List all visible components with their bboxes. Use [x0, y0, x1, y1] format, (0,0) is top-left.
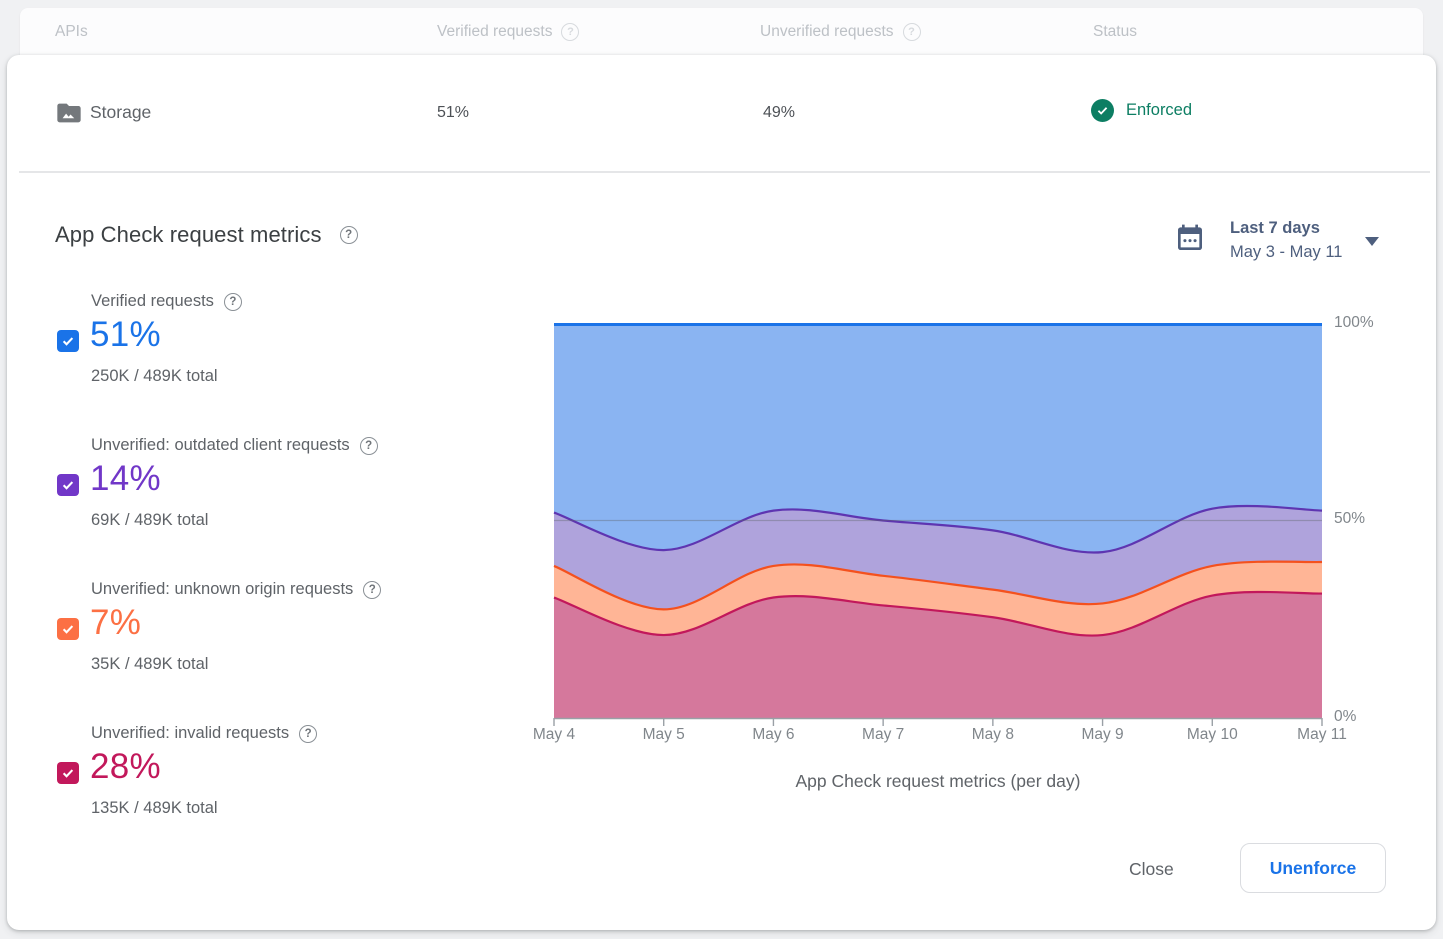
metric-value: 7%: [90, 603, 142, 642]
y-axis-tick-0: 0%: [1334, 708, 1357, 725]
section-help-icon[interactable]: [339, 226, 358, 244]
metric-total: 250K / 489K total: [91, 367, 218, 385]
unverified-requests-value: 49%: [763, 104, 796, 121]
metric-total: 35K / 489K total: [91, 655, 209, 673]
help-icon[interactable]: [363, 580, 382, 599]
metric-label: Unverified: invalid requests: [91, 724, 290, 742]
metric-value: 51%: [90, 315, 161, 354]
x-axis-tick-label: May 11: [1297, 726, 1347, 743]
x-axis-tick-label: May 5: [642, 726, 685, 743]
enforced-check-icon: [1091, 99, 1114, 122]
checkbox-check-icon: [62, 481, 74, 490]
column-header-verified-requests: Verified requests: [437, 8, 580, 55]
column-header-apis-label: APIs: [55, 22, 88, 40]
x-axis-tick-label: May 6: [752, 726, 795, 743]
checkbox-check-icon: [62, 337, 74, 346]
column-header-apis: APIs: [55, 8, 88, 55]
column-header-unverified-label: Unverified requests: [760, 22, 894, 40]
metric-outdated-client-requests: Unverified: outdated client requests 14%…: [7, 431, 477, 561]
stacked-area-chart: [553, 323, 1323, 726]
metric-verified-requests: Verified requests 51% 250K / 489K total: [7, 287, 477, 417]
x-axis-tick-label: May 10: [1186, 726, 1238, 743]
metric-label: Unverified: unknown origin requests: [91, 580, 354, 598]
app-check-api-dialog: Storage 51% 49% Enforced App Check reque…: [7, 55, 1436, 930]
unenforce-button[interactable]: Unenforce: [1240, 843, 1386, 893]
column-header-status: Status: [1093, 8, 1137, 55]
metric-value: 28%: [90, 747, 161, 786]
y-axis-tick-50: 50%: [1334, 510, 1366, 527]
metric-unknown-origin-requests: Unverified: unknown origin requests 7% 3…: [7, 575, 477, 705]
calendar-icon: [1178, 224, 1202, 250]
date-range-selector[interactable]: Last 7 days May 3 - May 11: [1167, 215, 1397, 273]
storage-folder-icon: [57, 103, 81, 123]
help-icon: [902, 22, 921, 41]
metric-value: 14%: [90, 459, 161, 498]
checkbox-check-icon: [62, 769, 74, 778]
row-divider: [19, 171, 1430, 173]
date-range-label: Last 7 days: [1230, 219, 1320, 237]
date-range-value: May 3 - May 11: [1230, 243, 1343, 261]
y-axis-tick-100: 100%: [1334, 314, 1374, 331]
metric-checkbox[interactable]: [57, 618, 79, 640]
metric-total: 135K / 489K total: [91, 799, 218, 817]
api-table-header: APIs Verified requests Unverified reques…: [20, 8, 1423, 64]
status-badge: Enforced: [1091, 99, 1192, 122]
x-axis-tick-label: May 4: [532, 726, 576, 743]
api-table-row: Storage 51% 49% Enforced: [7, 55, 1436, 172]
x-axis-tick-label: May 8: [971, 726, 1014, 743]
close-button[interactable]: Close: [1111, 850, 1192, 889]
help-icon: [561, 22, 580, 41]
metric-invalid-requests: Unverified: invalid requests 28% 135K / …: [7, 719, 477, 849]
help-icon[interactable]: [223, 292, 242, 311]
metric-label: Verified requests: [91, 292, 214, 310]
help-icon[interactable]: [359, 436, 378, 455]
checkbox-check-icon: [62, 625, 74, 634]
section-title: App Check request metrics: [55, 222, 322, 247]
metric-label: Unverified: outdated client requests: [91, 436, 350, 454]
column-header-unverified-requests: Unverified requests: [760, 8, 921, 55]
column-header-verified-label: Verified requests: [437, 22, 553, 40]
metric-total: 69K / 489K total: [91, 511, 209, 529]
chart-caption: App Check request metrics (per day): [795, 771, 1081, 791]
x-axis-tick-label: May 7: [862, 726, 905, 743]
verified-requests-value: 51%: [437, 104, 470, 121]
metric-checkbox[interactable]: [57, 330, 79, 352]
x-axis-tick-label: May 9: [1081, 726, 1124, 743]
metric-checkbox[interactable]: [57, 474, 79, 496]
metric-checkbox[interactable]: [57, 762, 79, 784]
api-name: Storage: [90, 102, 152, 122]
status-label: Enforced: [1126, 101, 1193, 119]
help-icon[interactable]: [299, 724, 318, 743]
column-header-status-label: Status: [1093, 22, 1137, 40]
chevron-down-icon: [1365, 237, 1379, 246]
